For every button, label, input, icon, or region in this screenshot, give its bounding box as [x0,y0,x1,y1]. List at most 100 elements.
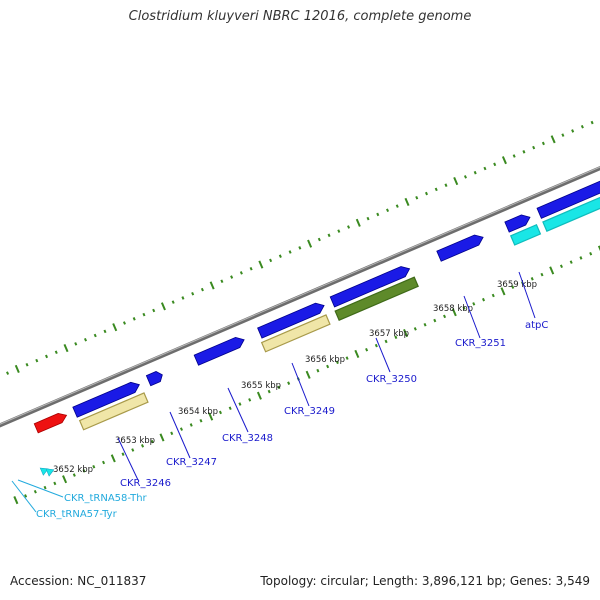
outer-tick [298,246,301,250]
outer-tick [415,196,418,200]
outer-tick [230,275,233,279]
inner-tick [219,411,222,415]
outer-tick [551,135,556,143]
outer-tick [35,359,38,363]
inner-tick [111,454,116,462]
outer-tick [318,238,321,242]
gene-leader-line [292,363,309,406]
outer-tick [425,192,428,196]
inner-tick [326,365,329,369]
outer-tick [191,292,194,296]
outer-tick [405,198,410,206]
outer-tick [542,142,545,146]
outer-tick [571,129,574,133]
outer-tick [464,175,467,179]
outer-tick [220,279,223,283]
outer-tick [103,330,106,334]
trna-label: CKR_tRNA57-Tyr [36,509,118,520]
outer-tick [376,213,379,217]
inner-tick [122,452,125,456]
inner-tick [540,273,543,277]
outer-tick [142,313,145,317]
inner-tick [180,427,183,431]
inner-tick [229,406,232,410]
outer-tick [337,229,340,233]
outer-tick [328,234,331,238]
gene-leader-line [376,338,390,372]
outer-tick [279,254,282,258]
outer-tick [483,167,486,171]
inner-tick [102,461,105,465]
outer-tick [250,267,253,271]
inner-tick [199,419,202,423]
gene-label: CKR_3246 [120,478,171,489]
outer-tick [94,334,97,338]
gene-label: CKR_3247 [166,457,217,468]
outer-tick [307,240,312,248]
gene-label: CKR_3250 [366,374,417,385]
outer-tick [513,154,516,158]
outer-tick [152,309,155,313]
outer-tick [396,204,399,208]
gene-label: CKR_3251 [455,338,506,349]
outer-tick [591,121,594,125]
gene-label: CKR_3249 [284,406,335,417]
inner-tick [375,344,378,348]
kbp-label: 3655 kbp [241,381,281,391]
outer-tick [493,163,496,167]
outer-tick [15,365,20,373]
inner-tick [238,402,241,406]
inner-tick [433,319,436,323]
inner-tick [443,315,446,319]
inner-tick [44,486,47,490]
outer-tick [84,338,87,342]
trna-label: CKR_tRNA58-Thr [64,493,148,504]
inner-tick [549,266,554,274]
genome-map: 3652 kbp3653 kbp3654 kbp3655 kbp3656 kbp… [0,0,600,600]
accession-label: Accession: NC_011837 [10,574,146,588]
outer-tick [474,171,477,175]
inner-tick [306,371,311,379]
cds-small-1 [146,370,164,386]
outer-tick [347,225,350,229]
kbp-label: 3658 kbp [433,304,473,314]
outer-tick [133,317,136,321]
outer-tick [289,250,292,254]
inner-tick [160,433,165,441]
outer-tick [581,125,584,129]
backbone-line [0,155,600,439]
outer-tick [161,302,166,310]
outer-tick [269,259,272,263]
inner-tick [570,260,573,264]
trna-leader-line [18,480,63,497]
inner-tick [424,323,427,327]
outer-tick [240,271,243,275]
genome-summary-label: Topology: circular; Length: 3,896,121 bp… [260,574,590,588]
outer-tick [55,350,58,354]
outer-tick [210,281,215,289]
inner-tick [34,490,37,494]
inner-tick [190,423,193,427]
inner-tick [482,298,485,302]
outer-tick [356,219,361,227]
outer-tick [172,300,175,304]
inner-tick [579,256,582,260]
kbp-label: 3659 kbp [497,280,537,290]
kbp-label: 3657 kbp [369,329,409,339]
kbp-label: 3654 kbp [178,407,218,417]
inner-tick [365,348,368,352]
outer-tick [123,321,126,325]
outer-tick [26,363,29,367]
map-track [0,110,600,511]
inner-tick [13,496,18,504]
outer-tick [561,133,564,137]
inner-tick [346,356,349,360]
outer-tick [64,344,69,352]
inner-tick [170,432,173,436]
outer-tick [386,208,389,212]
inner-tick [316,369,319,373]
outer-tick [367,217,370,221]
outer-tick [453,177,458,185]
outer-tick [444,183,447,187]
outer-tick [435,188,438,192]
